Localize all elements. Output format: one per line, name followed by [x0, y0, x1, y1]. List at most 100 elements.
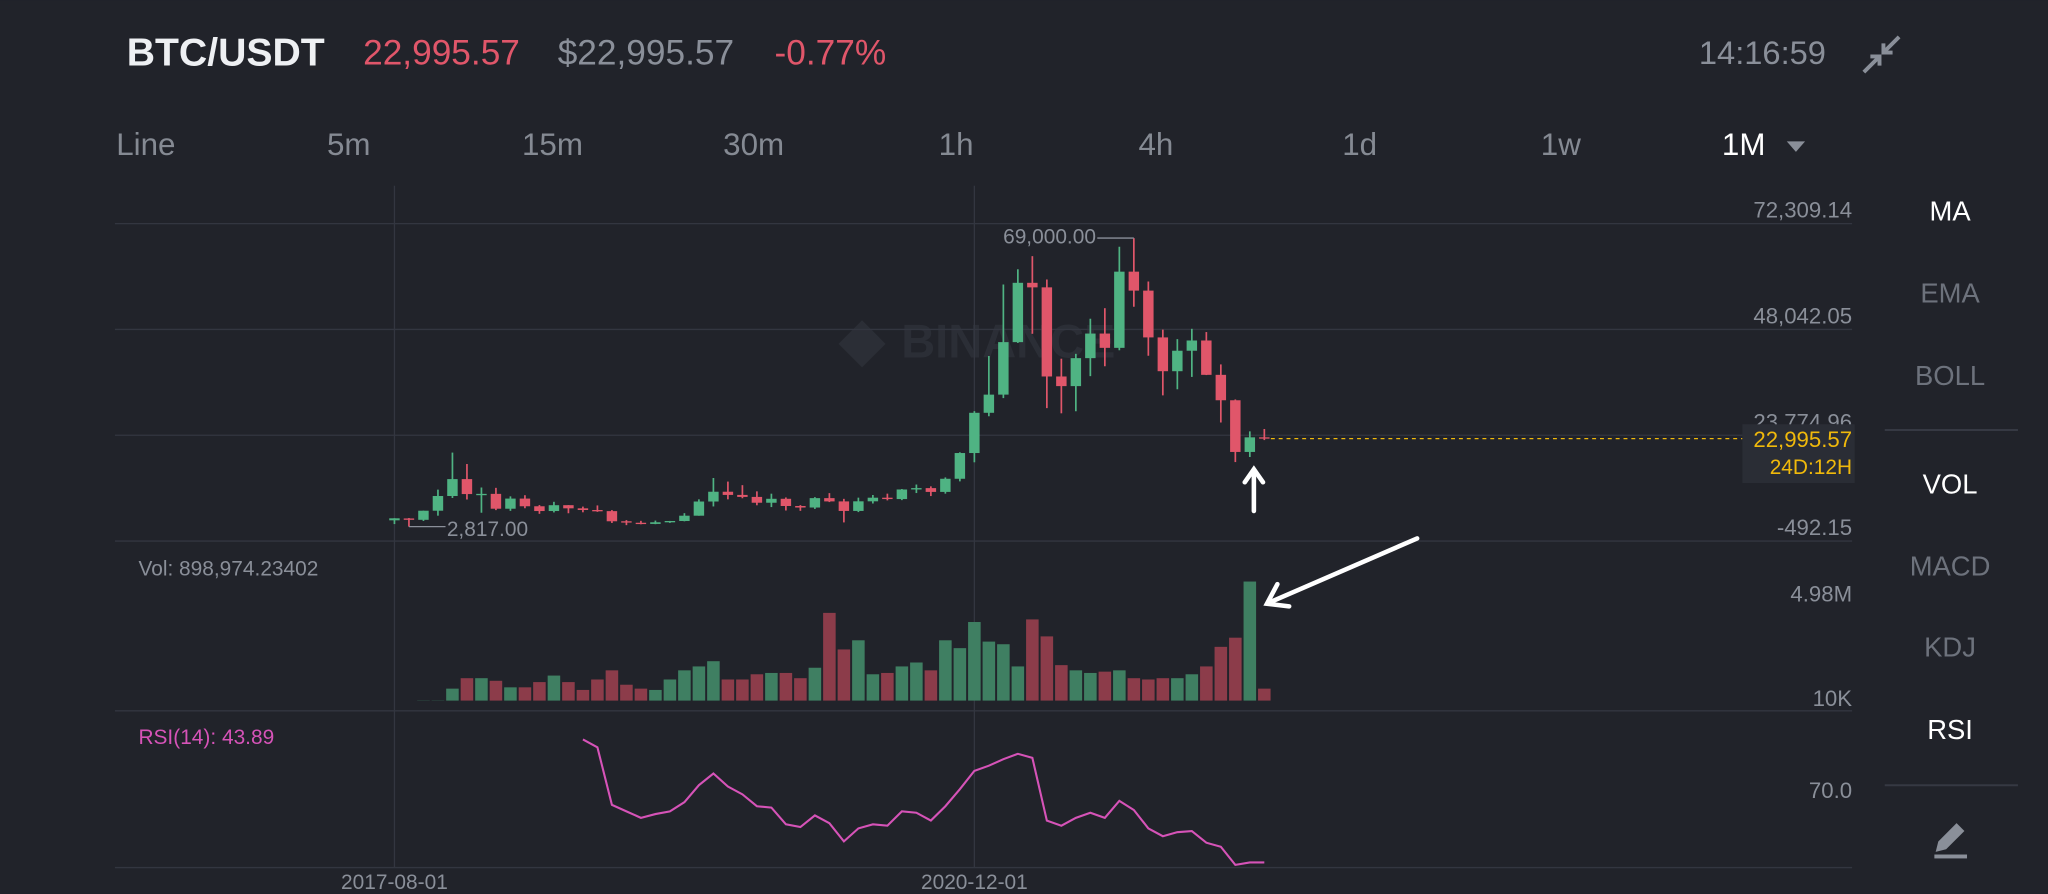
indicator-tab[interactable]: VOL: [1923, 468, 1978, 499]
indicator-tab[interactable]: BOLL: [1915, 360, 1985, 391]
candle-body: [940, 478, 951, 492]
volume-label: Vol: 898,974.23402: [138, 557, 318, 580]
volume-bar: [678, 670, 691, 701]
candle-body: [563, 505, 574, 509]
candle-body: [1201, 340, 1212, 375]
y-tick-label: 72,309.14: [1753, 198, 1852, 223]
candle-body: [809, 498, 821, 508]
current-price-label: 22,995.57: [1753, 427, 1852, 452]
candle-body: [896, 489, 908, 500]
timeframe-tab[interactable]: 4h: [1138, 127, 1173, 162]
volume-bar: [794, 678, 807, 701]
candle-body: [679, 515, 690, 522]
x-tick-label: 2020-12-01: [921, 871, 1028, 894]
candle-body: [505, 498, 516, 509]
volume-bar: [547, 675, 561, 701]
candle-body: [606, 511, 618, 522]
dropdown-caret[interactable]: [1786, 141, 1806, 152]
volume-bar: [1098, 671, 1112, 701]
volume-bar: [895, 666, 909, 701]
volume-bar: [866, 674, 880, 701]
timeframe-tab[interactable]: 15m: [522, 127, 583, 162]
candle-body: [1041, 287, 1053, 377]
volume-bar: [1055, 665, 1068, 701]
candle-body: [490, 493, 502, 509]
indicator-tab[interactable]: KDJ: [1924, 632, 1976, 663]
indicator-tab[interactable]: MACD: [1910, 551, 1991, 582]
edit-icon[interactable]: [1934, 823, 1968, 859]
volume-bar: [1171, 678, 1184, 701]
candle-body: [1114, 271, 1125, 348]
volume-bar: [620, 684, 633, 701]
candle-body: [389, 518, 400, 521]
candle-body: [1070, 358, 1082, 387]
candle-body: [592, 510, 603, 512]
timeframe-tab[interactable]: 1M: [1722, 127, 1766, 162]
candle-body: [403, 518, 415, 520]
volume-bar: [1026, 619, 1039, 701]
volume-bar: [1040, 636, 1054, 701]
candle-body: [737, 494, 748, 497]
candle-body: [1099, 333, 1111, 348]
volume-bar: [1200, 666, 1213, 701]
high-label: 69,000.00: [1003, 226, 1096, 249]
candle-body: [998, 342, 1009, 395]
countdown: 24D:12H: [1770, 456, 1852, 479]
rsi-label: RSI(14): 43.89: [138, 726, 274, 749]
candle-body: [722, 491, 734, 495]
indicator-tab[interactable]: MA: [1929, 195, 1971, 226]
indicator-tab[interactable]: EMA: [1920, 278, 1980, 309]
volume-bar: [692, 666, 706, 701]
volume-bar: [982, 641, 996, 701]
usd-price: $22,995.57: [558, 33, 734, 72]
indicator-tab[interactable]: RSI: [1927, 714, 1973, 745]
volume-bar: [649, 689, 662, 701]
candle-body: [621, 521, 632, 523]
volume-bar: [460, 678, 474, 701]
collapse-icon[interactable]: [1862, 35, 1901, 74]
candle-body: [664, 521, 676, 523]
timeframe-tab[interactable]: Line: [116, 127, 175, 162]
volume-bar: [968, 622, 981, 701]
candle-body: [693, 501, 705, 516]
volume-bar: [1084, 672, 1097, 701]
volume-bar: [924, 670, 938, 701]
candle-body: [983, 394, 995, 413]
volume-bar: [808, 667, 822, 701]
last-price: 22,995.57: [363, 33, 520, 72]
candle-body: [751, 496, 763, 503]
candle-body: [780, 498, 792, 506]
timeframe-tab[interactable]: 30m: [723, 127, 784, 162]
volume-bar: [707, 661, 720, 701]
volume-bar: [750, 674, 764, 701]
candle-body: [1157, 337, 1169, 372]
candle-body: [1259, 437, 1270, 439]
volume-bar: [504, 687, 517, 701]
volume-bar: [1258, 688, 1271, 701]
rsi-tick-label: 70.0: [1809, 778, 1852, 803]
current-price-tag: [1742, 424, 1855, 484]
y-tick-label: -492.15: [1777, 515, 1852, 540]
volume-bar: [533, 682, 546, 701]
timeframe-tab[interactable]: 1h: [939, 127, 974, 162]
volume-bar: [1142, 679, 1155, 701]
timeframe-tab[interactable]: 1w: [1541, 127, 1581, 162]
volume-bar: [591, 679, 604, 701]
volume-bar: [576, 689, 590, 701]
volume-bar: [765, 672, 778, 701]
timeframe-tab[interactable]: 5m: [327, 127, 371, 162]
volume-bar: [939, 640, 952, 701]
volume-bar: [779, 672, 793, 701]
annotation-arrows: [1242, 465, 1420, 609]
timeframe-tab[interactable]: 1d: [1342, 127, 1377, 162]
candle-body: [635, 522, 647, 525]
volume-bar: [1214, 646, 1228, 701]
candle-body: [1244, 437, 1256, 452]
volume-bar: [953, 648, 967, 701]
candle-body: [1027, 282, 1038, 288]
candle-body: [1230, 400, 1241, 452]
change: -0.77%: [775, 33, 887, 72]
candle-body: [1012, 282, 1024, 343]
